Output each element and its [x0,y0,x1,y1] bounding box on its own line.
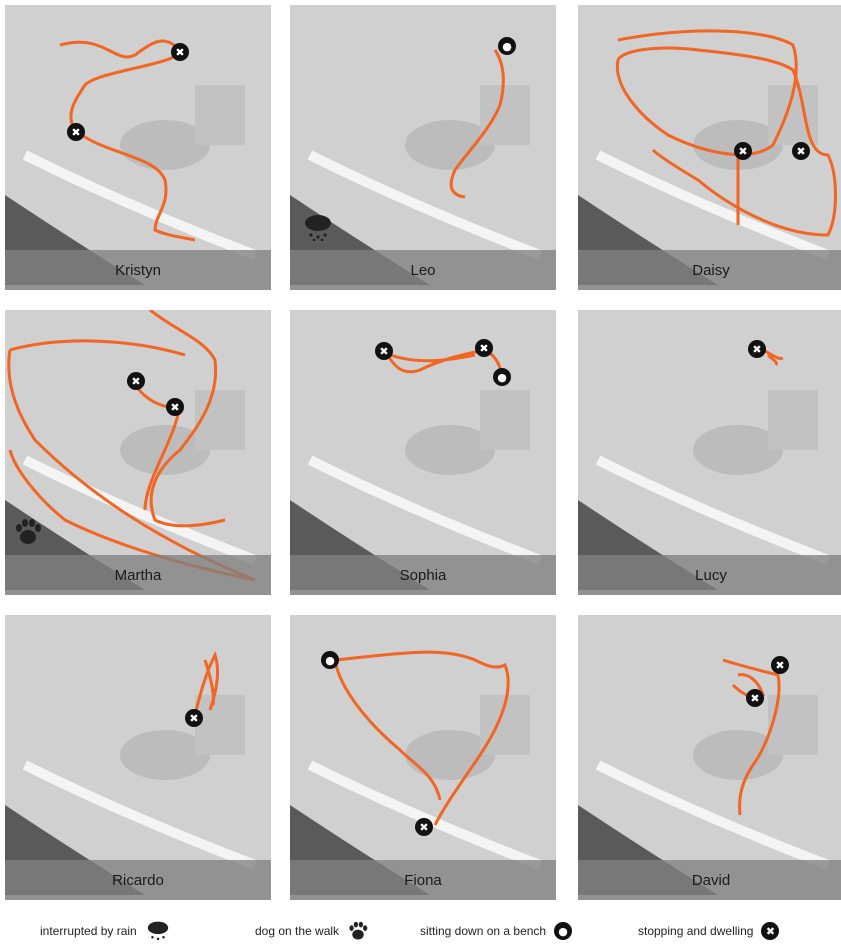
bench-icon: ● [321,651,339,669]
stop-icon: ✖ [761,922,780,940]
legend-bench-label: sitting down on a bench [420,924,547,938]
rain-icon [147,921,168,941]
stop-icon: ✖ [171,43,189,61]
panel-ricardo: ✖ Ricardo [5,615,271,900]
panel-daisy: ✖ ✖ Daisy [578,5,841,290]
park-map [290,5,556,290]
legend-bench: sitting down on a bench ● [420,920,573,942]
bench-icon: ● [493,368,511,386]
panel-label: Ricardo [5,860,271,900]
panel-label: David [578,860,841,900]
legend-stop-label: stopping and dwelling [638,924,754,938]
stop-icon: ✖ [67,123,85,141]
park-map [5,5,271,290]
legend-rain-label: interrupted by rain [40,924,137,938]
panel-fiona: ● ✖ Fiona [290,615,556,900]
bench-icon: ● [554,922,573,940]
legend: interrupted by rain dog on the walk sitt… [0,918,841,946]
park-map [5,310,271,595]
paw-icon [16,519,41,544]
panel-david: ✖ ✖ David [578,615,841,900]
panel-label: Martha [5,555,271,595]
stop-icon: ✖ [415,818,433,836]
panel-label: Sophia [290,555,556,595]
park-map [578,310,841,595]
rain-icon [305,215,331,241]
park-map [5,615,271,900]
panel-leo: ● Leo [290,5,556,290]
panel-label: Leo [290,250,556,290]
stop-icon: ✖ [746,689,764,707]
legend-dog-label: dog on the walk [255,924,340,938]
panel-label: Fiona [290,860,556,900]
legend-rain: interrupted by rain [40,920,171,942]
panel-label: Lucy [578,555,841,595]
park-map [578,615,841,900]
panel-lucy: ✖ Lucy [578,310,841,595]
panel-label: Daisy [578,250,841,290]
stop-icon: ✖ [771,656,789,674]
stop-icon: ✖ [166,398,184,416]
stop-icon: ✖ [185,709,203,727]
legend-dog: dog on the walk [255,920,369,942]
bench-icon: ● [498,37,516,55]
stop-icon: ✖ [475,339,493,357]
panel-label: Kristyn [5,250,271,290]
stop-icon: ✖ [375,342,393,360]
panel-sophia: ✖ ✖ ● Sophia [290,310,556,595]
legend-stop: stopping and dwelling ✖ [638,920,780,942]
stop-icon: ✖ [792,142,810,160]
panel-martha: ✖ ✖ Martha [5,310,271,595]
park-map [290,310,556,595]
stop-icon: ✖ [127,372,145,390]
stop-icon: ✖ [748,340,766,358]
panel-kristyn: ✖ ✖ Kristyn [5,5,271,290]
paw-icon [349,921,368,940]
stop-icon: ✖ [734,142,752,160]
